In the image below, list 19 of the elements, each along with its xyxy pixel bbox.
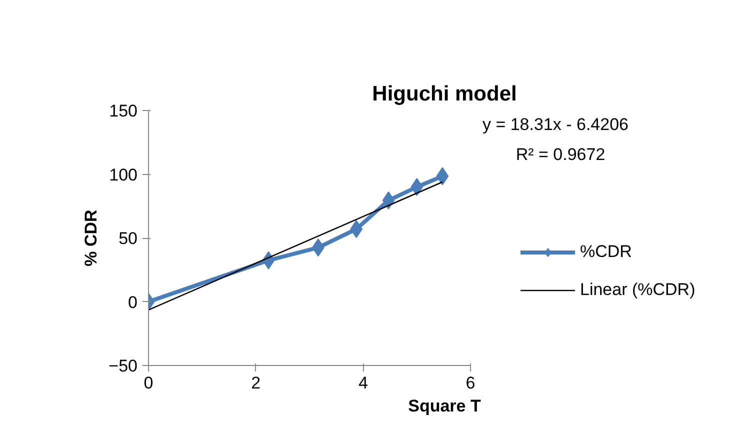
text: y = 18.31x - 6.4206 xyxy=(482,115,629,134)
chart-title: Higuchi model xyxy=(372,82,517,106)
x-axis-title: Square T xyxy=(408,396,482,416)
y-tick-label: 150 xyxy=(109,102,138,120)
point xyxy=(382,191,395,210)
legend-label: Linear (%CDR) xyxy=(580,280,696,300)
y-axis-title: % CDR xyxy=(82,210,101,266)
x-tick-label: 4 xyxy=(358,374,368,392)
y-tick-label: 0 xyxy=(128,292,138,312)
point xyxy=(350,220,363,238)
point xyxy=(436,167,449,186)
text: R² = 0.9672 xyxy=(516,145,606,164)
x-tick-label: 6 xyxy=(466,374,476,392)
x-tick-label: 2 xyxy=(251,374,261,392)
x-tick-label: 0 xyxy=(144,374,154,392)
y-tick-label: 100 xyxy=(109,165,138,184)
y-tick-label: −50 xyxy=(108,356,138,376)
y-tick-label: 50 xyxy=(118,229,138,248)
legend-label: %CDR xyxy=(580,242,632,262)
